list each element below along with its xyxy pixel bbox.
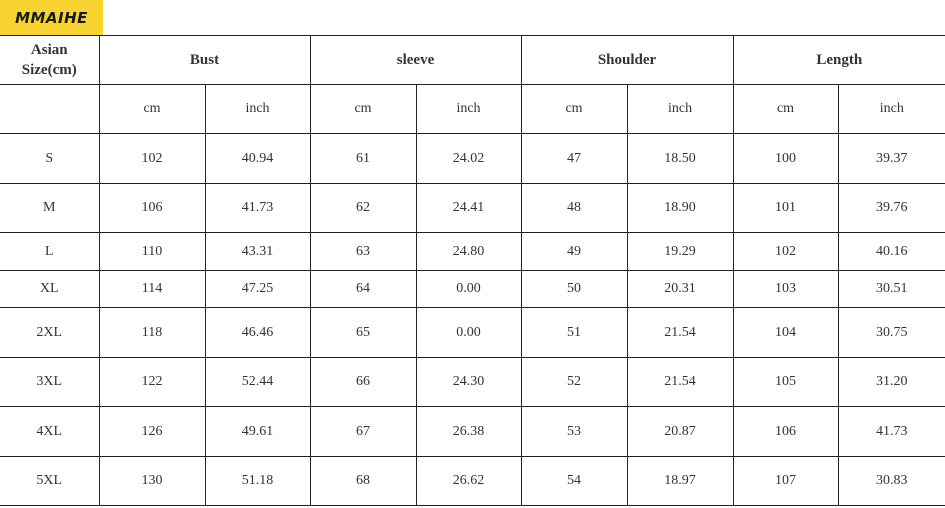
size-label-cell: L — [0, 232, 100, 271]
value-cell: 102 — [732, 232, 839, 271]
value-cell: 51.18 — [204, 456, 311, 506]
value-cell: 47.25 — [204, 270, 311, 308]
value-cell: 106 — [98, 183, 206, 233]
unit-header: cm — [98, 84, 206, 134]
value-cell: 105 — [732, 357, 839, 407]
value-cell: 66 — [309, 357, 417, 407]
table-row: M 106 41.73 62 24.41 48 18.90 101 39.76 — [0, 183, 945, 233]
value-cell: 31.20 — [837, 357, 945, 407]
table-row: S 102 40.94 61 24.02 47 18.50 100 39.37 — [0, 133, 945, 184]
group-header-sleeve: sleeve — [309, 35, 522, 85]
value-cell: 114 — [98, 270, 206, 308]
size-chart-table: Asian Size(cm) Bust sleeve Shoulder Leng… — [0, 35, 945, 506]
table-row: XL 114 47.25 64 0.00 50 20.31 103 30.51 — [0, 270, 945, 308]
value-cell: 107 — [732, 456, 839, 506]
value-cell: 39.76 — [837, 183, 945, 233]
header-row: Asian Size(cm) Bust sleeve Shoulder Leng… — [0, 35, 945, 85]
value-cell: 54 — [520, 456, 628, 506]
size-label-cell: XL — [0, 270, 100, 308]
value-cell: 30.75 — [837, 307, 945, 358]
group-header-bust: Bust — [98, 35, 311, 85]
table-row: 3XL 122 52.44 66 24.30 52 21.54 105 31.20 — [0, 357, 945, 407]
value-cell: 110 — [98, 232, 206, 271]
table-row: L 110 43.31 63 24.80 49 19.29 102 40.16 — [0, 232, 945, 271]
unit-row: cm inch cm inch cm inch cm inch — [0, 84, 945, 134]
value-cell: 0.00 — [415, 307, 522, 358]
value-cell: 118 — [98, 307, 206, 358]
unit-corner-blank — [0, 84, 100, 134]
value-cell: 30.51 — [837, 270, 945, 308]
unit-header: inch — [626, 84, 734, 134]
value-cell: 52.44 — [204, 357, 311, 407]
value-cell: 52 — [520, 357, 628, 407]
size-label-cell: M — [0, 183, 100, 233]
value-cell: 64 — [309, 270, 417, 308]
value-cell: 61 — [309, 133, 417, 184]
value-cell: 21.54 — [626, 357, 734, 407]
size-label-cell: 2XL — [0, 307, 100, 358]
unit-header: cm — [520, 84, 628, 134]
value-cell: 49.61 — [204, 406, 311, 457]
size-label-cell: 4XL — [0, 406, 100, 457]
value-cell: 20.31 — [626, 270, 734, 308]
table-row: 5XL 130 51.18 68 26.62 54 18.97 107 30.83 — [0, 456, 945, 506]
value-cell: 24.41 — [415, 183, 522, 233]
value-cell: 30.83 — [837, 456, 945, 506]
value-cell: 20.87 — [626, 406, 734, 457]
value-cell: 67 — [309, 406, 417, 457]
value-cell: 130 — [98, 456, 206, 506]
logo-text: MMAIHE — [15, 9, 88, 27]
table-row: 2XL 118 46.46 65 0.00 51 21.54 104 30.75 — [0, 307, 945, 358]
unit-header: inch — [415, 84, 522, 134]
value-cell: 101 — [732, 183, 839, 233]
value-cell: 18.90 — [626, 183, 734, 233]
value-cell: 62 — [309, 183, 417, 233]
value-cell: 106 — [732, 406, 839, 457]
unit-header: cm — [732, 84, 839, 134]
size-label-cell: S — [0, 133, 100, 184]
value-cell: 49 — [520, 232, 628, 271]
value-cell: 102 — [98, 133, 206, 184]
group-header-length: Length — [732, 35, 945, 85]
value-cell: 40.16 — [837, 232, 945, 271]
value-cell: 24.30 — [415, 357, 522, 407]
value-cell: 26.38 — [415, 406, 522, 457]
value-cell: 68 — [309, 456, 417, 506]
value-cell: 19.29 — [626, 232, 734, 271]
size-label-cell: 3XL — [0, 357, 100, 407]
table-row: 4XL 126 49.61 67 26.38 53 20.87 106 41.73 — [0, 406, 945, 457]
group-header-shoulder: Shoulder — [520, 35, 734, 85]
value-cell: 50 — [520, 270, 628, 308]
value-cell: 46.46 — [204, 307, 311, 358]
value-cell: 63 — [309, 232, 417, 271]
value-cell: 0.00 — [415, 270, 522, 308]
value-cell: 41.73 — [837, 406, 945, 457]
size-label-cell: 5XL — [0, 456, 100, 506]
brand-logo: MMAIHE — [0, 0, 103, 36]
value-cell: 47 — [520, 133, 628, 184]
unit-header: inch — [837, 84, 945, 134]
corner-header: Asian Size(cm) — [0, 35, 100, 85]
value-cell: 51 — [520, 307, 628, 358]
value-cell: 40.94 — [204, 133, 311, 184]
value-cell: 18.50 — [626, 133, 734, 184]
value-cell: 126 — [98, 406, 206, 457]
value-cell: 100 — [732, 133, 839, 184]
value-cell: 43.31 — [204, 232, 311, 271]
value-cell: 53 — [520, 406, 628, 457]
value-cell: 26.62 — [415, 456, 522, 506]
value-cell: 39.37 — [837, 133, 945, 184]
value-cell: 122 — [98, 357, 206, 407]
value-cell: 18.97 — [626, 456, 734, 506]
value-cell: 103 — [732, 270, 839, 308]
value-cell: 41.73 — [204, 183, 311, 233]
value-cell: 104 — [732, 307, 839, 358]
unit-header: inch — [204, 84, 311, 134]
value-cell: 24.02 — [415, 133, 522, 184]
value-cell: 65 — [309, 307, 417, 358]
value-cell: 24.80 — [415, 232, 522, 271]
value-cell: 21.54 — [626, 307, 734, 358]
unit-header: cm — [309, 84, 417, 134]
value-cell: 48 — [520, 183, 628, 233]
